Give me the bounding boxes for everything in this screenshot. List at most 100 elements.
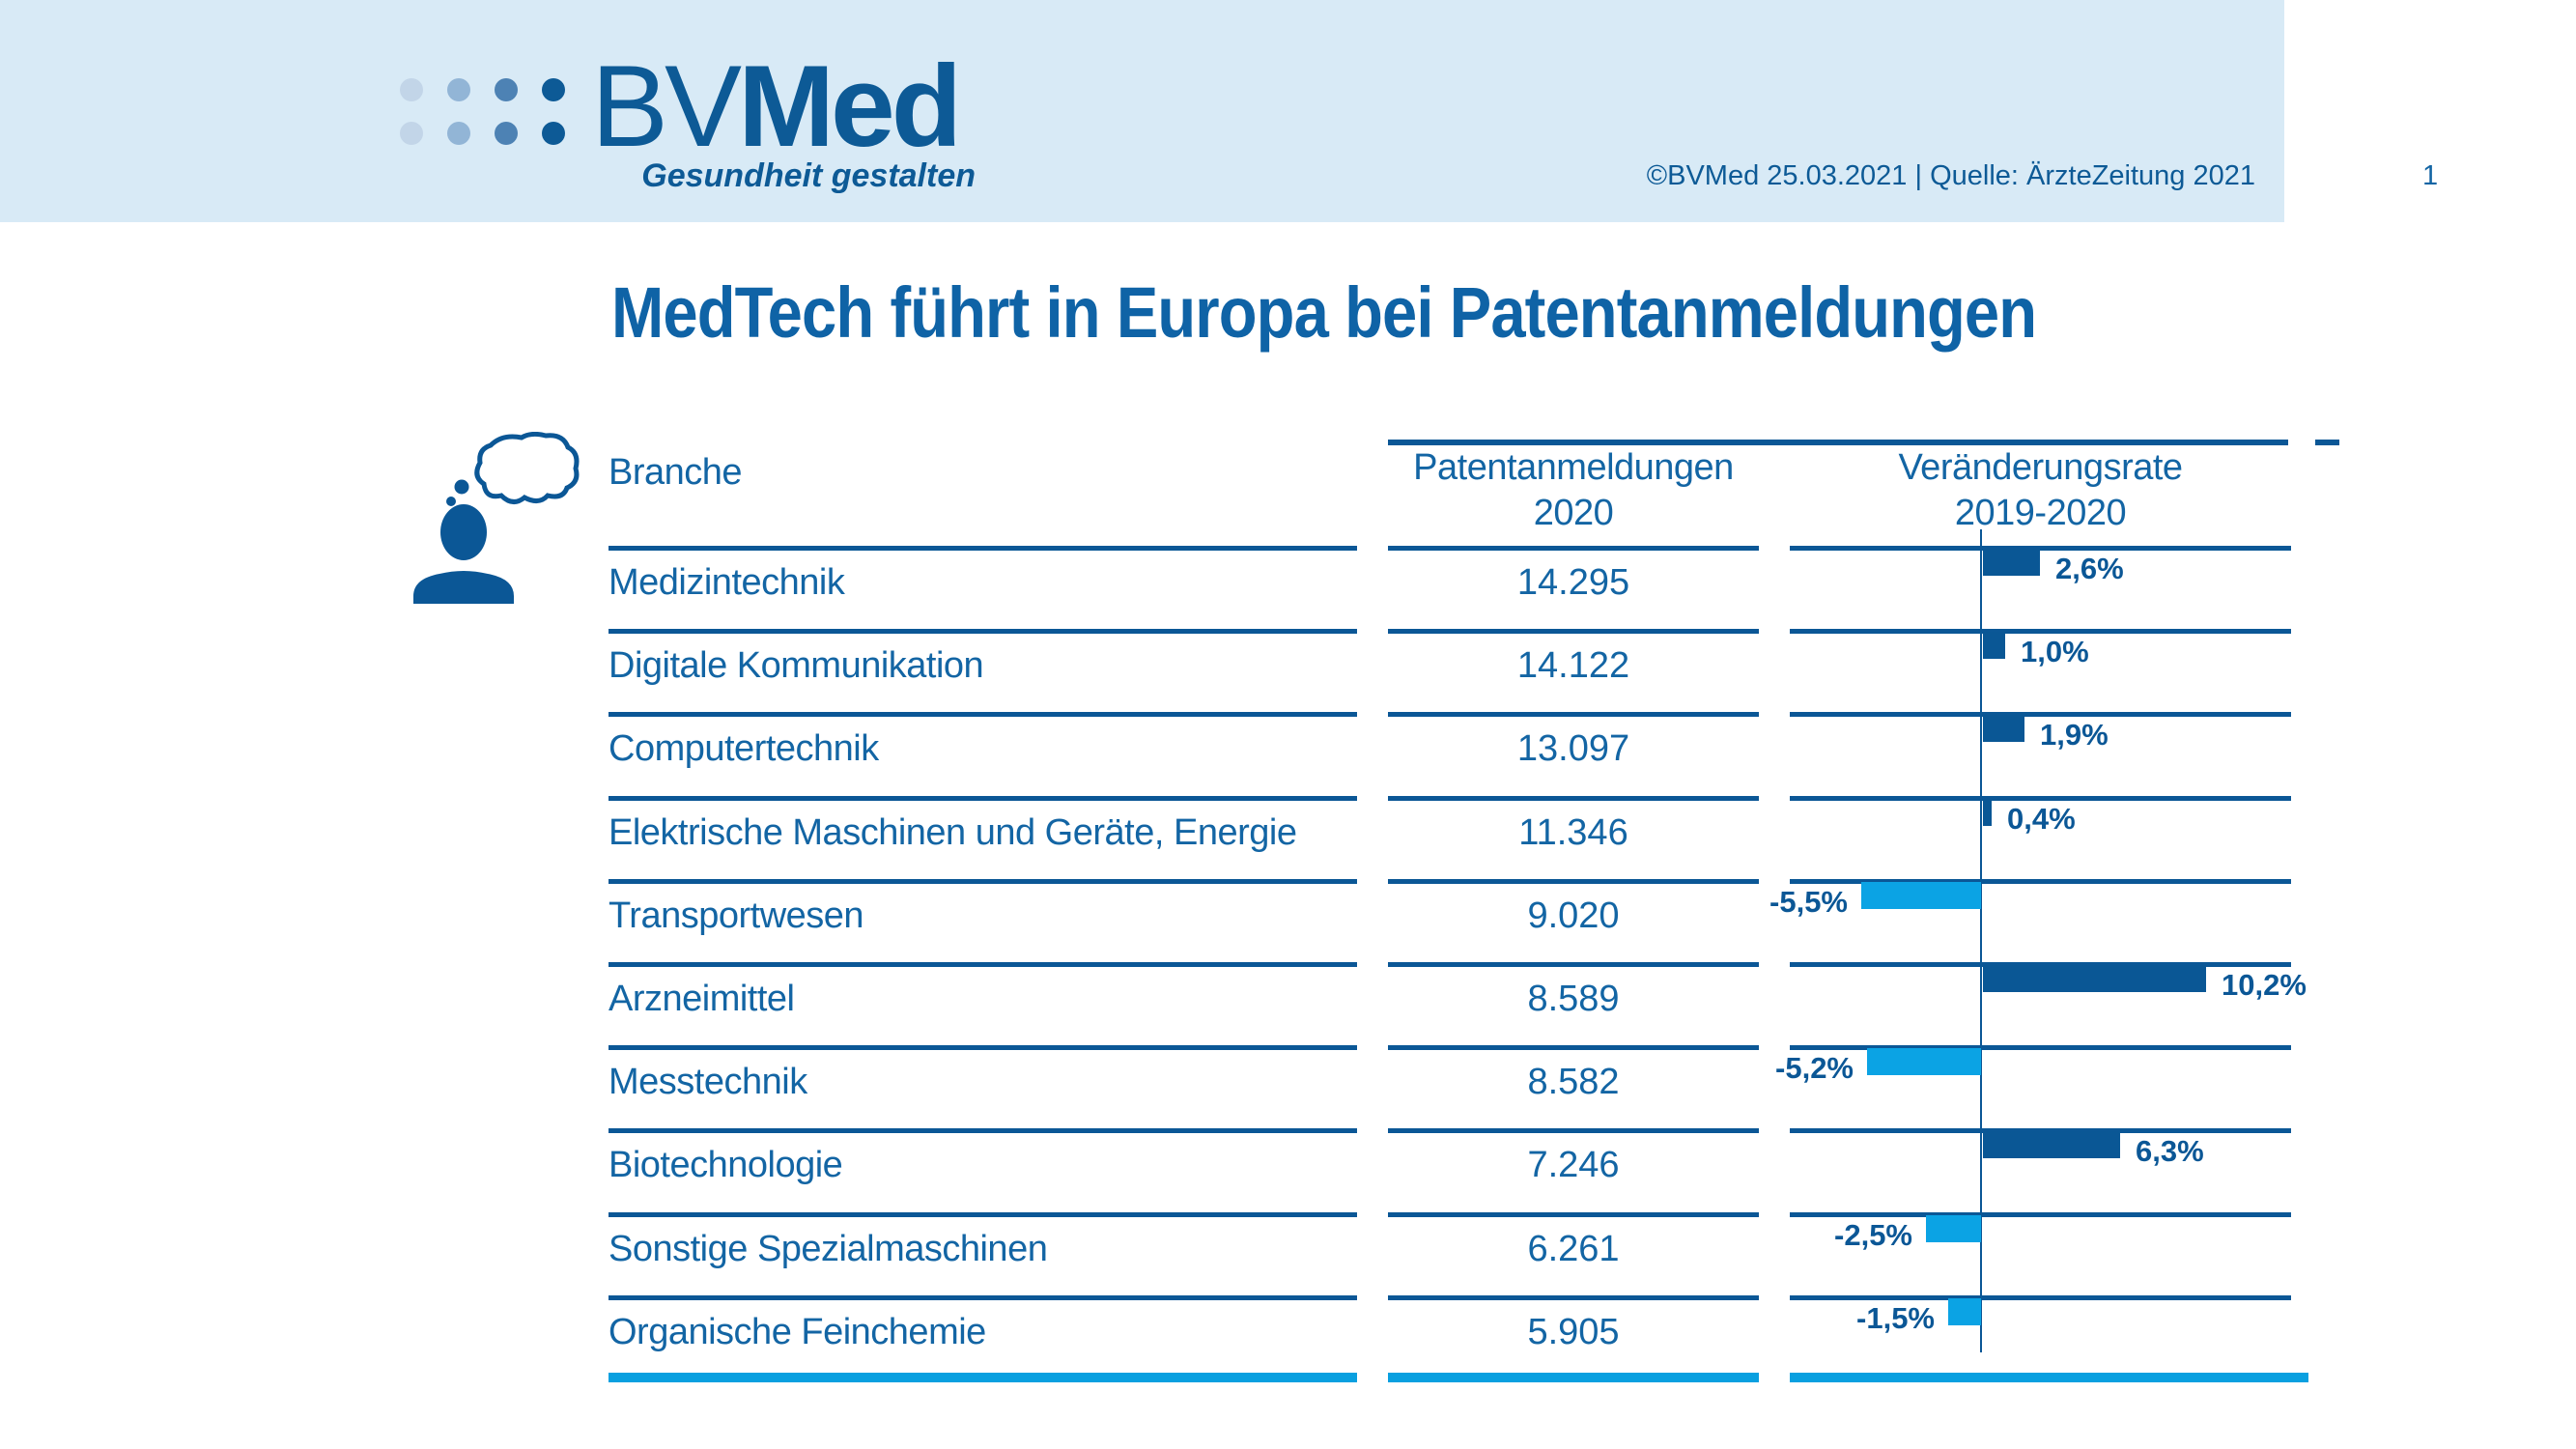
- row-patent-value: 14.295: [1516, 562, 1630, 603]
- row-separator-rule: [1388, 1295, 1759, 1300]
- thinking-person-icon: [413, 432, 580, 604]
- table-row: Messtechnik 8.582 -5,2%: [0, 1045, 2576, 1129]
- row-separator-rule: [1790, 712, 2291, 717]
- row-patent-value: 11.346: [1518, 812, 1628, 853]
- rate-bar: [1983, 549, 2040, 576]
- column-header-patent-line1: Patentanmeldungen: [1413, 447, 1734, 488]
- row-patent-value: 5.905: [1527, 1312, 1620, 1352]
- page-title: MedTech führt in Europa bei Patentanmeld…: [611, 272, 2037, 353]
- row-patent-value: 8.589: [1527, 979, 1620, 1019]
- rate-label: 1,0%: [2021, 635, 2089, 668]
- thought-bubble-cloud: [474, 432, 580, 504]
- row-label: Medizintechnik: [609, 562, 845, 603]
- row-label: Arzneimittel: [609, 979, 795, 1019]
- row-separator-rule: [1388, 962, 1759, 967]
- rate-bar: [1983, 632, 2005, 659]
- row-label: Digitale Kommunikation: [609, 645, 984, 686]
- logo-wordmark-bv: BV: [591, 42, 742, 171]
- logo-dot: [542, 122, 565, 145]
- rate-bar: [1983, 799, 1992, 826]
- row-separator-rule: [609, 629, 1357, 634]
- table-row: Biotechnologie 7.246 6,3%: [0, 1128, 2576, 1212]
- row-separator-rule: [1790, 546, 2291, 551]
- rate-label: -5,2%: [1775, 1051, 1854, 1085]
- table-row: Transportwesen 9.020 -5,5%: [0, 879, 2576, 963]
- rate-label: -1,5%: [1856, 1301, 1935, 1335]
- table-row: Elektrische Maschinen und Geräte, Energi…: [0, 796, 2576, 880]
- row-separator-rule: [1790, 796, 2291, 801]
- page-number: 1: [2422, 160, 2439, 191]
- column-header-patent-line2: 2020: [1533, 493, 1614, 533]
- logo-dot: [447, 78, 470, 101]
- row-separator-rule: [1790, 879, 2291, 884]
- row-patent-value: 8.582: [1527, 1062, 1620, 1102]
- column-header-patent: Patentanmeldungen 2020: [1388, 445, 1759, 536]
- header-band: [0, 0, 2284, 222]
- header-rule-dash: [2315, 440, 2339, 445]
- thought-bubble-dot-small: [446, 497, 456, 506]
- row-separator-rule: [1388, 712, 1759, 717]
- credit-text: ©BVMed 25.03.2021 | Quelle: ÄrzteZeitung…: [1646, 160, 2255, 191]
- rate-bar: [1861, 882, 1981, 909]
- row-separator-rule: [609, 1045, 1357, 1050]
- logo-dot: [400, 78, 423, 101]
- logo-tagline: Gesundheit gestalten: [641, 157, 976, 194]
- rate-bar: [1926, 1215, 1981, 1242]
- row-separator-rule: [609, 1295, 1357, 1300]
- bottom-rule-patent: [1388, 1373, 1759, 1382]
- row-separator-rule: [609, 962, 1357, 967]
- bottom-rule-branche: [609, 1373, 1357, 1382]
- row-separator-rule: [609, 546, 1357, 551]
- row-separator-rule: [1790, 1128, 2291, 1133]
- row-label: Elektrische Maschinen und Geräte, Energi…: [609, 812, 1297, 853]
- row-label: Organische Feinchemie: [609, 1312, 986, 1352]
- row-separator-rule: [1790, 1045, 2291, 1050]
- row-separator-rule: [1388, 546, 1759, 551]
- rate-label: 0,4%: [2007, 802, 2076, 836]
- rate-bar: [1983, 715, 2024, 742]
- row-separator-rule: [609, 712, 1357, 717]
- row-separator-rule: [1388, 879, 1759, 884]
- table-row: Medizintechnik 14.295 2,6%: [0, 546, 2576, 630]
- logo-dot: [542, 78, 565, 101]
- row-separator-rule: [1790, 629, 2291, 634]
- row-patent-value: 9.020: [1527, 895, 1620, 936]
- row-separator-rule: [1790, 1295, 2291, 1300]
- logo-dot: [495, 78, 518, 101]
- rate-bar: [1983, 1131, 2120, 1158]
- rate-bar: [1983, 965, 2206, 992]
- rate-label: 10,2%: [2222, 968, 2307, 1002]
- row-separator-rule: [1388, 629, 1759, 634]
- rate-label: -5,5%: [1769, 885, 1848, 919]
- rate-label: 6,3%: [2136, 1134, 2204, 1168]
- row-separator-rule: [609, 1212, 1357, 1217]
- row-label: Biotechnologie: [609, 1145, 843, 1185]
- row-label: Computertechnik: [609, 728, 879, 769]
- table-row: Sonstige Spezialmaschinen 6.261 -2,5%: [0, 1212, 2576, 1296]
- row-separator-rule: [609, 1128, 1357, 1133]
- rate-label: -2,5%: [1834, 1218, 1912, 1252]
- row-separator-rule: [609, 796, 1357, 801]
- table-row: Computertechnik 13.097 1,9%: [0, 712, 2576, 796]
- column-header-rate: Veränderungsrate 2019-2020: [1790, 445, 2291, 536]
- row-patent-value: 6.261: [1527, 1229, 1620, 1269]
- row-separator-rule: [609, 879, 1357, 884]
- header-top-rule: [1388, 440, 2288, 445]
- row-separator-rule: [1790, 962, 2291, 967]
- logo-dot: [447, 122, 470, 145]
- table-row: Organische Feinchemie 5.905 -1,5%: [0, 1295, 2576, 1379]
- logo-wordmark: BVMed: [591, 48, 962, 164]
- table-row: Digitale Kommunikation 14.122 1,0%: [0, 629, 2576, 713]
- row-separator-rule: [1388, 1212, 1759, 1217]
- row-patent-value: 14.122: [1516, 645, 1630, 686]
- column-header-branche: Branche: [609, 452, 743, 493]
- rate-bar: [1948, 1298, 1981, 1325]
- row-patent-value: 7.246: [1527, 1145, 1620, 1185]
- person-head: [440, 504, 487, 560]
- row-separator-rule: [1388, 796, 1759, 801]
- thought-bubble-dot-large: [454, 479, 469, 495]
- row-separator-rule: [1388, 1128, 1759, 1133]
- table-row: Arzneimittel 8.589 10,2%: [0, 962, 2576, 1046]
- rate-label: 1,9%: [2040, 718, 2109, 752]
